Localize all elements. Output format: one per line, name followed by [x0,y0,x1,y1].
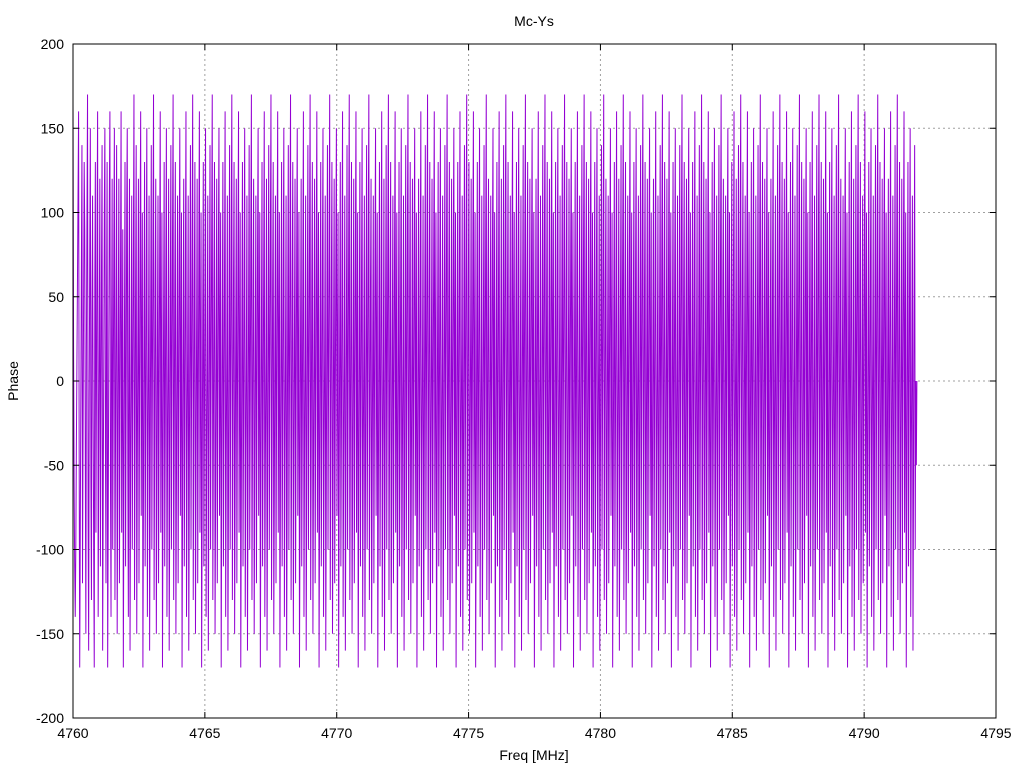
x-tick-label: 4760 [57,725,88,741]
x-tick-label: 4775 [453,725,484,741]
y-tick-label: 50 [48,289,64,305]
y-axis-label: Phase [5,361,21,401]
x-axis-label: Freq [MHz] [499,747,568,763]
x-tick-label: 4780 [585,725,616,741]
x-tick-label: 4785 [717,725,748,741]
y-tick-label: 150 [41,120,65,136]
x-axis: 4760 4765 4770 4775 4780 4785 4790 4795 [57,44,1012,741]
plot-area [72,94,918,668]
phase-series-line [72,94,918,668]
y-tick-label: -150 [36,626,64,642]
y-tick-label: 0 [56,373,64,389]
y-tick-label: 200 [41,36,65,52]
y-tick-label: 100 [41,205,65,221]
x-tick-label: 4795 [980,725,1011,741]
chart-title: Mc-Ys [514,13,554,29]
y-tick-label: -200 [36,710,64,726]
y-axis: -200 -150 -100 -50 0 50 100 150 200 [36,36,996,726]
y-tick-label: -50 [44,457,64,473]
y-tick-label: -100 [36,542,64,558]
x-tick-label: 4770 [321,725,352,741]
x-tick-label: 4790 [849,725,880,741]
x-tick-label: 4765 [189,725,220,741]
